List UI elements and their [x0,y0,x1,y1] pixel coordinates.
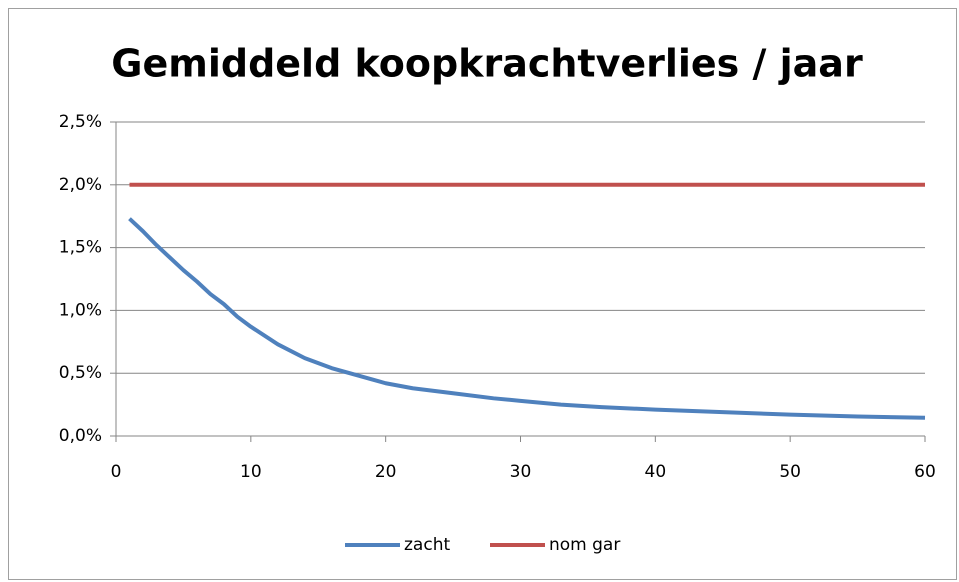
x-tick-label: 10 [240,462,262,482]
x-tick-label: 50 [779,462,801,482]
chart-title: Gemiddeld koopkrachtverlies / jaar [111,42,863,86]
y-tick-label: 2,0% [59,175,102,195]
y-tick-label: 2,5% [59,112,102,132]
x-tick-label: 20 [375,462,397,482]
y-tick-label: 0,0% [59,426,102,446]
x-tick-label: 0 [111,462,122,482]
chart-frame [8,8,957,580]
x-tick-label: 60 [914,462,936,482]
x-tick-label: 30 [510,462,532,482]
legend-label: zacht [404,535,450,555]
series-line [128,217,926,420]
y-tick-label: 1,5% [59,238,102,258]
x-tick-label: 40 [645,462,667,482]
y-tick-label: 0,5% [59,363,102,383]
y-tick-label: 1,0% [59,300,102,320]
legend-label: nom gar [549,535,620,555]
